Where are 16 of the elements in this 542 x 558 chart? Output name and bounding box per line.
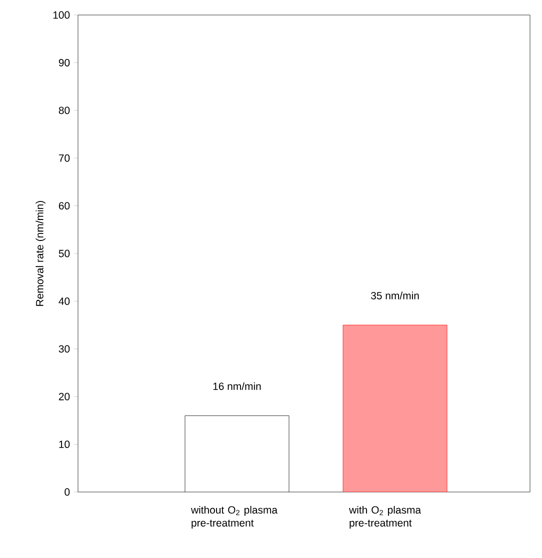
- y-tick-label: 60: [58, 202, 70, 210]
- y-tick-label: 90: [58, 59, 70, 66]
- x-tick-label: with O$_{2}$ plasma pre-treatment: [349, 506, 422, 529]
- y-tick-label: 80: [58, 106, 70, 114]
- y-tick-label: 100: [53, 11, 70, 19]
- y-tick-label: 0: [64, 488, 70, 496]
- y-tick-label: 10: [59, 440, 70, 448]
- y-tick-label: 30: [58, 345, 70, 353]
- x-tick-label: without O$_{2}$ plasma pre-treatment: [190, 506, 278, 529]
- y-tick-label: 50: [58, 250, 70, 258]
- y-tick-label: 40: [58, 298, 70, 305]
- y-axis-title: Removal rate (nm/min): [36, 200, 46, 306]
- data-label: 35 nm/min: [371, 292, 419, 300]
- y-tick-label: 20: [58, 392, 70, 400]
- data-label: 16 nm/min: [213, 382, 261, 390]
- y-tick-label: 70: [58, 154, 70, 162]
